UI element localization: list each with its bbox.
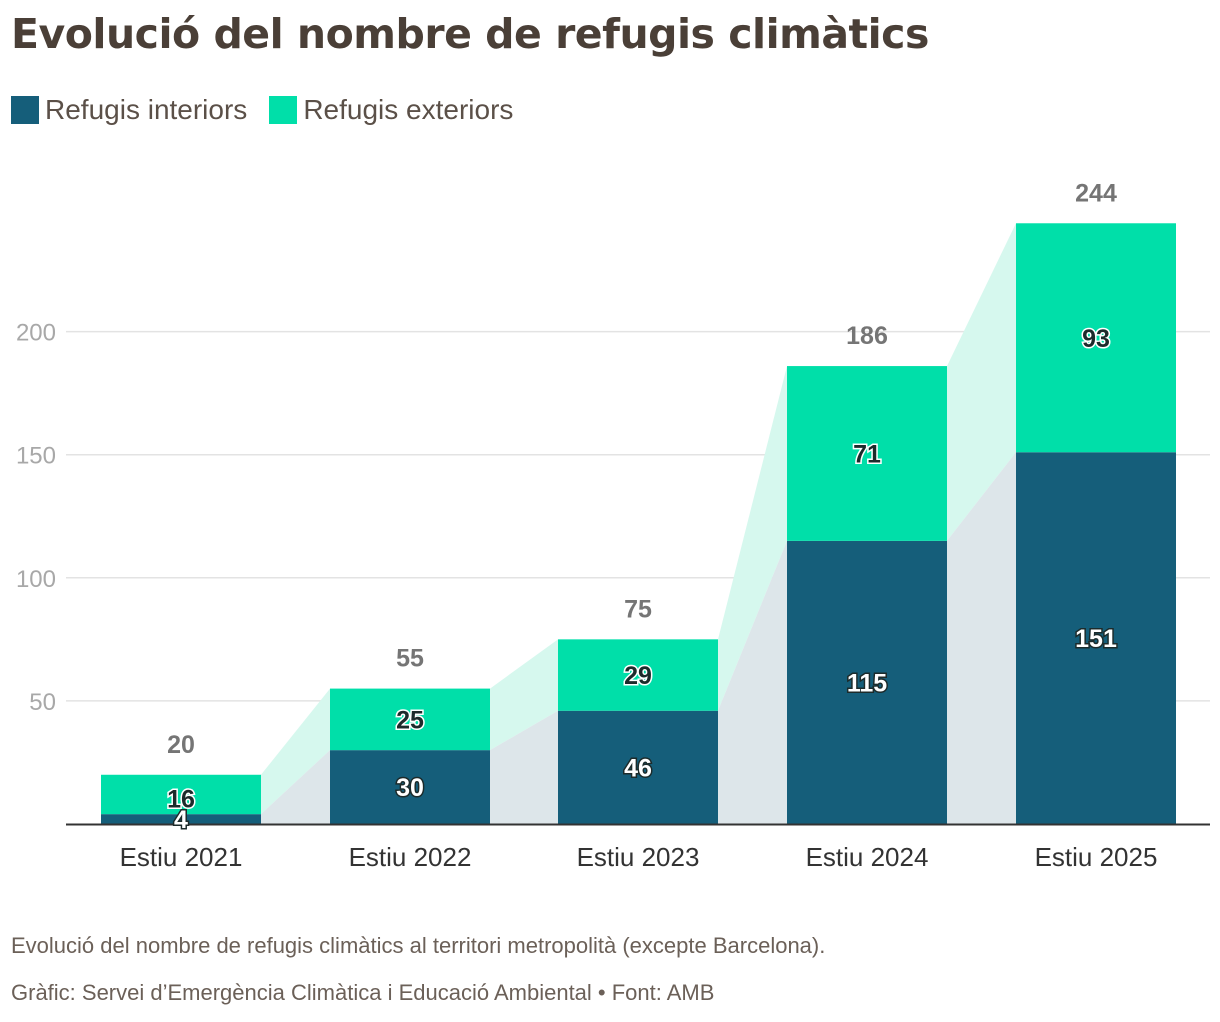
data-label-interiors: 30 <box>396 774 424 802</box>
legend-swatch-interiors <box>11 96 39 124</box>
labels-layer: 20 164 Estiu 2021 55 25 30 Estiu 2022 75 29 46 Est… <box>120 179 1158 872</box>
chart-legend: Refugis interiors Refugis exteriors <box>11 94 535 126</box>
legend-swatch-exteriors <box>269 96 298 124</box>
data-label-exteriors: 29 <box>624 662 652 690</box>
y-tick-label: 50 <box>29 689 56 716</box>
data-label-exteriors: 71 <box>853 440 881 468</box>
total-label: 244 <box>1075 179 1117 207</box>
legend-item-interiors: Refugis interiors <box>11 94 247 126</box>
y-tick-label: 100 <box>16 566 56 593</box>
grid-layer: 50 100 150 200 <box>16 320 1210 716</box>
connector-band-interiors <box>947 452 1016 824</box>
connector-band-exteriors <box>490 639 558 751</box>
bar-interiors <box>787 540 947 824</box>
x-category-label: Estiu 2025 <box>1035 842 1158 872</box>
bar-interiors <box>330 750 490 824</box>
bar-exteriors <box>787 366 947 541</box>
data-label-interiors: 46 <box>624 754 652 782</box>
y-tick-label: 200 <box>16 320 56 347</box>
data-label-interiors: 151 <box>1075 625 1117 653</box>
total-label: 20 <box>167 731 195 759</box>
x-category-label: Estiu 2024 <box>806 842 929 872</box>
bar-exteriors <box>101 774 261 815</box>
chart-note: Evolució del nombre de refugis climàtics… <box>11 933 826 958</box>
bar-exteriors <box>558 639 718 711</box>
connector-band-interiors <box>490 710 558 824</box>
bar-interiors <box>558 710 718 824</box>
bar-exteriors <box>1016 223 1176 453</box>
data-label-exteriors: 16 <box>167 785 195 813</box>
bars-layer <box>66 223 1210 826</box>
connector-band-interiors <box>718 540 787 824</box>
connector-band-exteriors <box>718 366 787 711</box>
bar-exteriors <box>330 688 490 751</box>
data-label-exteriors: 25 <box>396 706 424 734</box>
total-label: 55 <box>396 645 424 673</box>
x-category-label: Estiu 2021 <box>120 842 243 872</box>
chart-title: Evolució del nombre de refugis climàtics <box>11 10 929 58</box>
connector-band-interiors <box>261 750 330 824</box>
connector-band-exteriors <box>261 688 330 815</box>
x-category-label: Estiu 2022 <box>349 842 472 872</box>
legend-item-exteriors: Refugis exteriors <box>269 94 513 126</box>
connector-bands <box>261 223 1016 824</box>
legend-label-interiors: Refugis interiors <box>45 94 248 125</box>
data-label-exteriors: 93 <box>1082 325 1110 353</box>
stacked-bar-chart: 50 100 150 200 20 164 Estiu 2021 55 25 30 Estiu 2… <box>16 179 1210 872</box>
x-category-label: Estiu 2023 <box>577 842 700 872</box>
data-label-interiors: 115 <box>847 669 887 697</box>
bar-interiors <box>101 814 261 824</box>
bar-interiors <box>1016 452 1176 824</box>
chart-source: Gràfic: Servei d’Emergència Climàtica i … <box>11 980 715 1005</box>
legend-label-exteriors: Refugis exteriors <box>303 94 514 125</box>
connector-band-exteriors <box>947 223 1016 541</box>
data-label-interiors: 4 <box>174 806 188 834</box>
total-label: 75 <box>624 595 652 623</box>
total-label: 186 <box>846 322 888 350</box>
y-tick-label: 150 <box>16 443 56 470</box>
